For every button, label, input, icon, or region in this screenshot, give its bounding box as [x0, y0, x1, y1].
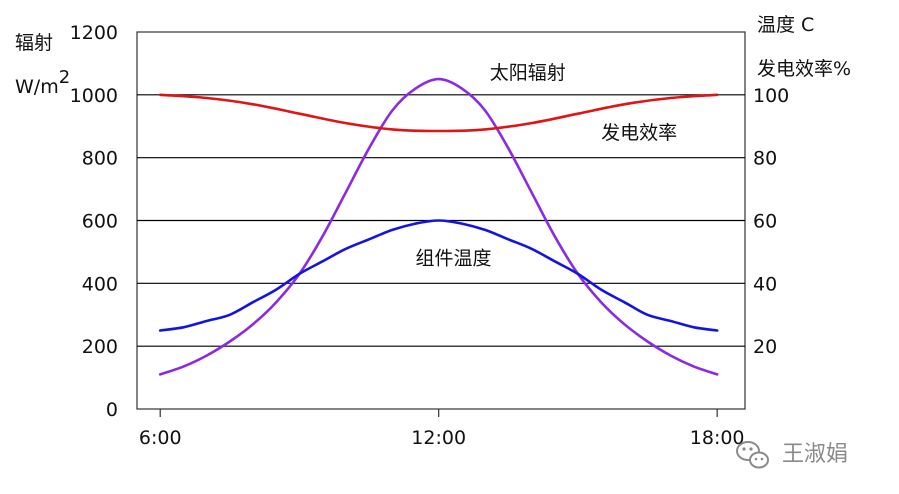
watermark: 王淑娟 — [736, 441, 848, 469]
series-line-2 — [158, 219, 719, 332]
watermark-text: 王淑娟 — [782, 442, 848, 467]
left-axis-ticks: 0 200 400 600 800 1000 1200 — [70, 22, 118, 421]
left-axis-label-line2: W/m2 — [15, 67, 70, 98]
x-tick-label: 18:00 — [690, 427, 745, 449]
right-tick-label: 20 — [753, 336, 777, 358]
series-line-0 — [158, 77, 719, 376]
right-tick-label: 100 — [753, 85, 789, 107]
x-tick-label: 12:00 — [411, 427, 466, 449]
left-tick-label: 1200 — [70, 22, 118, 44]
left-tick-label: 200 — [82, 336, 118, 358]
series-label-2: 组件温度 — [415, 247, 491, 269]
left-axis-label-line1: 辐射 — [15, 32, 53, 54]
left-tick-label: 0 — [106, 399, 118, 421]
left-tick-label: 400 — [82, 273, 118, 295]
right-axis-label-line2: 发电效率% — [757, 58, 851, 80]
series-line-1 — [158, 93, 719, 133]
right-tick-label: 40 — [753, 273, 777, 295]
left-tick-label: 800 — [82, 148, 118, 170]
x-axis-ticks: 6:00 12:00 18:00 — [139, 409, 745, 449]
series-label-0: 太阳辐射 — [490, 62, 566, 84]
right-tick-label: 60 — [753, 211, 777, 233]
series-lines — [158, 77, 719, 376]
x-tick-label: 6:00 — [139, 427, 182, 449]
right-tick-label: 80 — [753, 148, 777, 170]
right-axis-label-line1: 温度 C — [757, 14, 814, 36]
left-tick-label: 1000 — [70, 85, 118, 107]
right-axis-ticks: 20 40 60 80 100 — [753, 85, 789, 358]
series-label-1: 发电效率 — [601, 122, 677, 144]
wechat-icon — [736, 441, 769, 469]
left-tick-label: 600 — [82, 211, 118, 233]
